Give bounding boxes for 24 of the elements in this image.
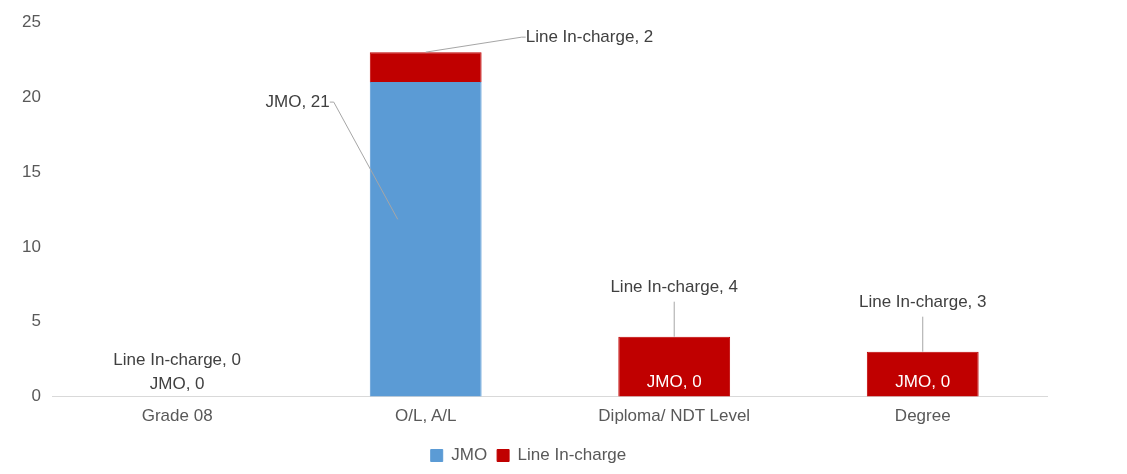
- y-tick-label: 20: [21, 86, 41, 106]
- data-label: JMO, 21: [265, 91, 330, 111]
- legend-label: JMO: [451, 445, 488, 465]
- y-tick-label: 10: [21, 236, 41, 256]
- x-tick-label: Diploma/ NDT Level: [598, 406, 751, 426]
- y-tick-label: 5: [31, 311, 41, 331]
- data-label: JMO, 0: [149, 373, 205, 393]
- x-tick-label: O/L, A/L: [394, 406, 457, 426]
- x-tick-label: Degree: [894, 406, 951, 426]
- legend-label: Line In-charge: [517, 445, 627, 465]
- bar: [866, 351, 979, 397]
- data-label: Line In-charge, 4: [610, 276, 739, 296]
- y-tick-label: 25: [21, 11, 41, 31]
- data-label: Line In-charge, 3: [858, 291, 987, 311]
- bar: [369, 52, 482, 83]
- bar: [618, 336, 731, 397]
- data-label: Line In-charge, 2: [525, 26, 654, 46]
- x-tick-label: Grade 08: [141, 406, 213, 426]
- y-tick-label: 15: [21, 161, 41, 181]
- data-label: JMO, 0: [895, 371, 951, 391]
- data-label: Line In-charge, 0: [113, 349, 241, 369]
- data-label: JMO, 0: [646, 371, 702, 391]
- bar: [369, 82, 482, 397]
- y-tick-label: 0: [31, 386, 41, 406]
